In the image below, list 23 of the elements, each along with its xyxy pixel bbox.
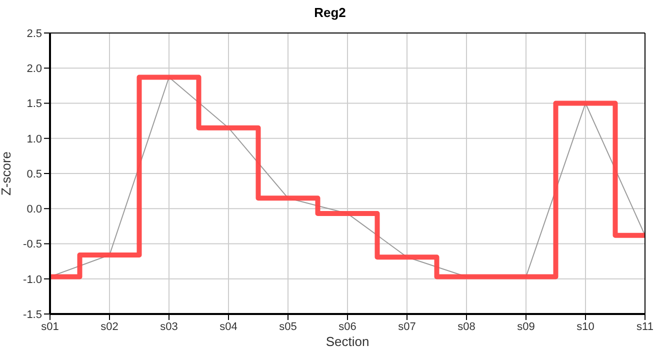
x-tick-label: s03 [160,320,178,333]
x-tick-label: s01 [41,320,59,333]
x-tick-label: s11 [636,320,654,333]
y-tick-label: -1.5 [23,308,42,321]
y-tick-label: -1.0 [23,274,42,286]
x-tick-label: s05 [279,320,297,333]
x-tick-label: s07 [398,320,416,333]
y-tick-label: 2.5 [26,28,42,40]
x-tick-label: s09 [517,320,535,333]
x-tick-label: s10 [576,320,594,333]
y-tick-label: 0.0 [26,204,42,216]
y-tick-label: 2.0 [26,63,42,76]
y-tick-label: 1.0 [26,133,42,146]
y-axis-title: Z-score [0,151,14,196]
x-tick-label: s02 [100,320,118,333]
y-tick-label: 0.5 [26,168,42,180]
x-tick-label: s04 [220,320,238,333]
x-tick-label: s08 [458,320,476,333]
chart-title: Reg2 [313,4,347,22]
x-axis-title: Section [326,334,370,349]
y-tick-label: 1.5 [26,98,42,110]
y-tick-label: -0.5 [23,238,42,251]
x-tick-label: s06 [338,320,356,333]
